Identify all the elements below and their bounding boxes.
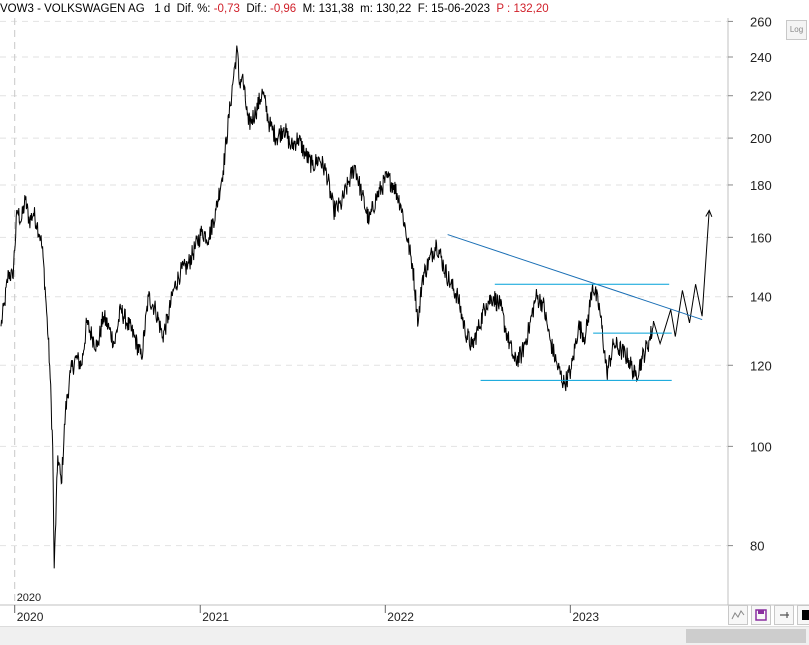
y-tick-label: 200 <box>750 131 772 146</box>
timeframe: 1 d <box>154 3 171 15</box>
series-layer <box>0 45 655 569</box>
low-value: 130,22 <box>376 3 412 15</box>
pin-icon[interactable] <box>774 605 794 625</box>
horizontal-scrollbar[interactable] <box>0 626 809 645</box>
y-tick-label: 220 <box>750 89 772 104</box>
projection-path <box>653 210 710 346</box>
y-tick-label: 80 <box>750 539 764 554</box>
scrollbar-thumb[interactable] <box>686 629 806 643</box>
company-name: VOLKSWAGEN AG <box>44 3 145 15</box>
year-marker-label: 2020 <box>17 592 41 604</box>
resistance-trendline <box>447 234 703 321</box>
y-tick-label: 160 <box>750 230 772 245</box>
grid-layer <box>0 18 728 605</box>
symbol-code: VOW3 <box>0 3 34 15</box>
save-icon[interactable] <box>751 605 771 625</box>
price-value: 132,20 <box>513 3 549 15</box>
annotation-layer <box>447 209 713 381</box>
dif-value: -0,96 <box>269 3 297 15</box>
axis-layer: 80 100 120 140 160 180 200 220 240 260 2020 2021 202… <box>0 14 809 624</box>
projection-arrowhead <box>705 209 713 218</box>
x-tick-label: 2020 <box>17 610 44 624</box>
y-tick-label: 180 <box>750 178 772 193</box>
dif-pct-label: Dif. %: <box>176 3 211 15</box>
price-series-line <box>0 45 655 569</box>
y-tick-label: 240 <box>750 50 772 65</box>
date-label: F: <box>417 3 428 15</box>
color-square-icon[interactable] <box>797 605 809 625</box>
y-tick-label: 100 <box>750 439 772 454</box>
chart-info-bar: VOW3 - VOLKSWAGEN AG 1 d Dif. %: -0,73 D… <box>0 0 728 18</box>
y-tick-label: 140 <box>750 290 772 305</box>
symbol-separator: - <box>33 3 45 15</box>
y-tick-label: 260 <box>750 14 772 29</box>
price-label: P : <box>496 3 511 15</box>
x-tick-label: 2021 <box>202 610 229 624</box>
chart-toolbar <box>728 605 809 625</box>
trend-icon[interactable] <box>728 605 748 625</box>
x-tick-label: 2023 <box>572 610 599 624</box>
log-scale-button[interactable]: Log <box>786 20 807 40</box>
high-value: 131,38 <box>318 3 354 15</box>
y-tick-label: 120 <box>750 358 772 373</box>
dif-pct-value: -0,73 <box>213 3 240 15</box>
date-value: 15-06-2023 <box>431 3 490 15</box>
low-label: m: <box>360 3 373 15</box>
x-tick-label: 2022 <box>387 610 414 624</box>
high-label: M: <box>302 3 316 15</box>
dif-label: Dif.: <box>246 3 267 15</box>
